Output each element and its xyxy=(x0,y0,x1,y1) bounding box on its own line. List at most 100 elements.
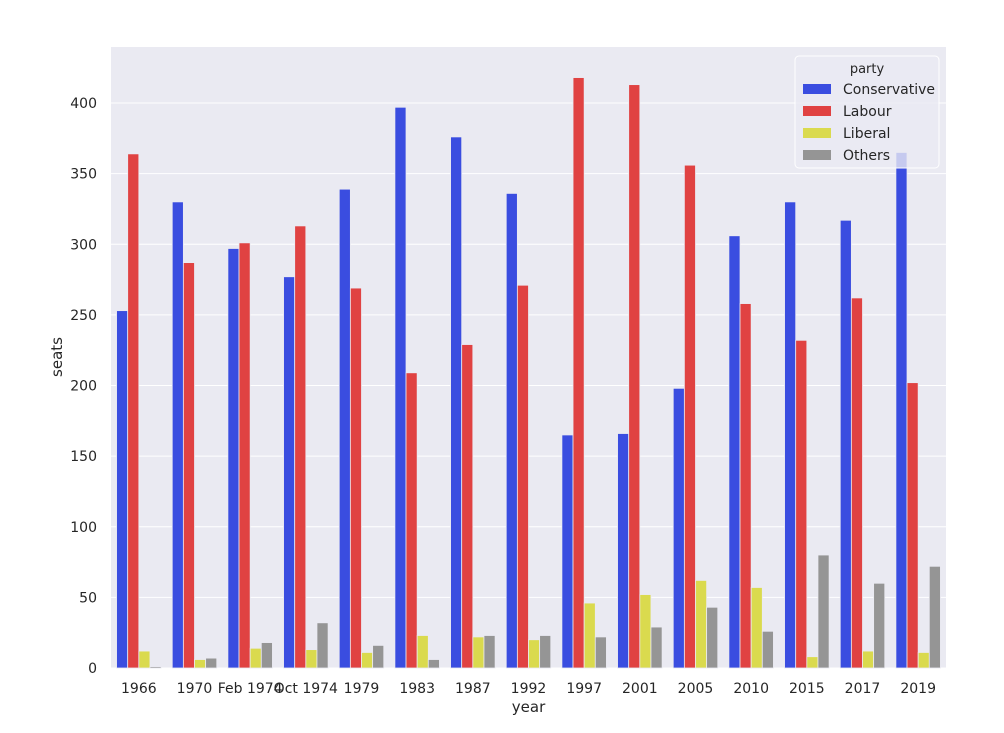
bar-liberal xyxy=(472,636,485,669)
bar-liberal xyxy=(917,652,930,669)
bar-others xyxy=(761,630,774,669)
bar-liberal xyxy=(862,650,875,669)
bar-others xyxy=(539,635,552,669)
bar-others xyxy=(873,582,886,669)
bar-conservative xyxy=(617,433,630,669)
legend-swatch-liberal xyxy=(803,128,831,138)
x-tick-label: 2001 xyxy=(622,681,658,697)
y-tick-label: 350 xyxy=(70,167,97,183)
bar-others xyxy=(928,565,941,669)
bar-others xyxy=(316,622,329,669)
bar-labour xyxy=(739,303,752,669)
bar-others xyxy=(650,626,663,669)
bar-others xyxy=(594,636,607,669)
bar-labour xyxy=(906,382,919,669)
legend: party Conservative Labour Liberal Others xyxy=(794,55,940,169)
bar-conservative xyxy=(672,387,685,669)
y-tick-label: 300 xyxy=(70,237,97,253)
legend-swatch-others xyxy=(803,150,831,160)
x-tick-label: Oct 1974 xyxy=(274,681,338,697)
bar-liberal xyxy=(583,602,596,669)
y-tick-label: 250 xyxy=(70,308,97,324)
bar-liberal xyxy=(806,656,819,669)
bar-others xyxy=(483,635,496,669)
bar-conservative xyxy=(171,201,184,669)
x-axis-label: year xyxy=(512,698,546,716)
x-tick-label: 1997 xyxy=(566,681,602,697)
bar-liberal xyxy=(305,649,318,669)
bar-labour xyxy=(572,77,585,669)
bar-liberal xyxy=(138,650,151,669)
bar-labour xyxy=(405,372,418,669)
x-tick-label: 1987 xyxy=(455,681,491,697)
bar-labour xyxy=(461,344,474,669)
bar-conservative xyxy=(338,188,351,669)
bar-others xyxy=(205,657,218,669)
y-tick-label: 0 xyxy=(88,661,97,677)
bar-others xyxy=(372,645,385,669)
legend-label-labour: Labour xyxy=(843,104,892,120)
bar-conservative xyxy=(728,235,741,669)
bar-conservative xyxy=(116,310,129,669)
x-tick-label: 2010 xyxy=(733,681,769,697)
bar-others xyxy=(260,642,273,669)
bar-labour xyxy=(795,339,808,669)
x-tick-label: 1970 xyxy=(177,681,213,697)
bars xyxy=(116,77,941,669)
y-axis-label: seats xyxy=(48,337,66,377)
legend-label-liberal: Liberal xyxy=(843,126,890,142)
x-tick-label: 1979 xyxy=(344,681,380,697)
x-tick-label: 1966 xyxy=(121,681,157,697)
bar-liberal xyxy=(194,659,207,669)
bar-liberal xyxy=(249,647,262,669)
bar-others xyxy=(817,554,830,669)
x-tick-label: 1983 xyxy=(399,681,435,697)
legend-label-conservative: Conservative xyxy=(843,82,935,98)
bar-conservative xyxy=(505,192,518,669)
bar-labour xyxy=(127,153,140,669)
x-tick-label: 1992 xyxy=(511,681,547,697)
bar-labour xyxy=(182,262,195,669)
x-tick-label: 2017 xyxy=(845,681,881,697)
bar-labour xyxy=(294,225,307,669)
bar-conservative xyxy=(227,248,240,669)
y-tick-labels: 0 50 100 150 200 250 300 350 400 xyxy=(70,96,97,677)
bar-labour xyxy=(238,242,251,669)
bar-conservative xyxy=(895,152,908,669)
bar-labour xyxy=(850,297,863,669)
legend-title: party xyxy=(850,62,885,77)
bar-conservative xyxy=(839,219,852,669)
bar-conservative xyxy=(450,136,463,669)
x-tick-label: Feb 1974 xyxy=(218,681,283,697)
legend-swatch-conservative xyxy=(803,84,831,94)
bar-conservative xyxy=(394,106,407,669)
legend-swatch-labour xyxy=(803,106,831,116)
bar-liberal xyxy=(361,652,374,669)
bar-labour xyxy=(349,287,362,669)
y-tick-label: 200 xyxy=(70,379,97,395)
bar-others xyxy=(149,666,162,669)
bar-liberal xyxy=(639,594,652,669)
bar-conservative xyxy=(561,434,574,669)
bar-liberal xyxy=(695,580,708,669)
bar-labour xyxy=(516,284,529,669)
bar-labour xyxy=(683,164,696,669)
bar-others xyxy=(706,606,719,669)
legend-label-others: Others xyxy=(843,148,890,164)
bar-others xyxy=(427,659,440,669)
y-tick-label: 150 xyxy=(70,449,97,465)
bar-liberal xyxy=(750,587,763,669)
bar-liberal xyxy=(416,635,429,669)
x-tick-label: 2005 xyxy=(678,681,714,697)
x-tick-label: 2019 xyxy=(900,681,936,697)
bar-liberal xyxy=(528,639,541,669)
y-tick-label: 400 xyxy=(70,96,97,112)
y-tick-label: 100 xyxy=(70,520,97,536)
y-tick-label: 50 xyxy=(79,590,97,606)
bar-labour xyxy=(628,84,641,669)
bar-conservative xyxy=(784,201,797,669)
bar-conservative xyxy=(283,276,296,669)
x-tick-label: 2015 xyxy=(789,681,825,697)
